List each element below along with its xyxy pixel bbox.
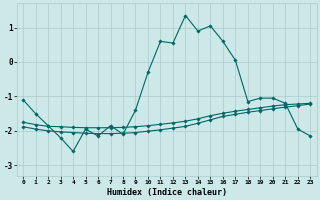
X-axis label: Humidex (Indice chaleur): Humidex (Indice chaleur) [107,188,227,197]
